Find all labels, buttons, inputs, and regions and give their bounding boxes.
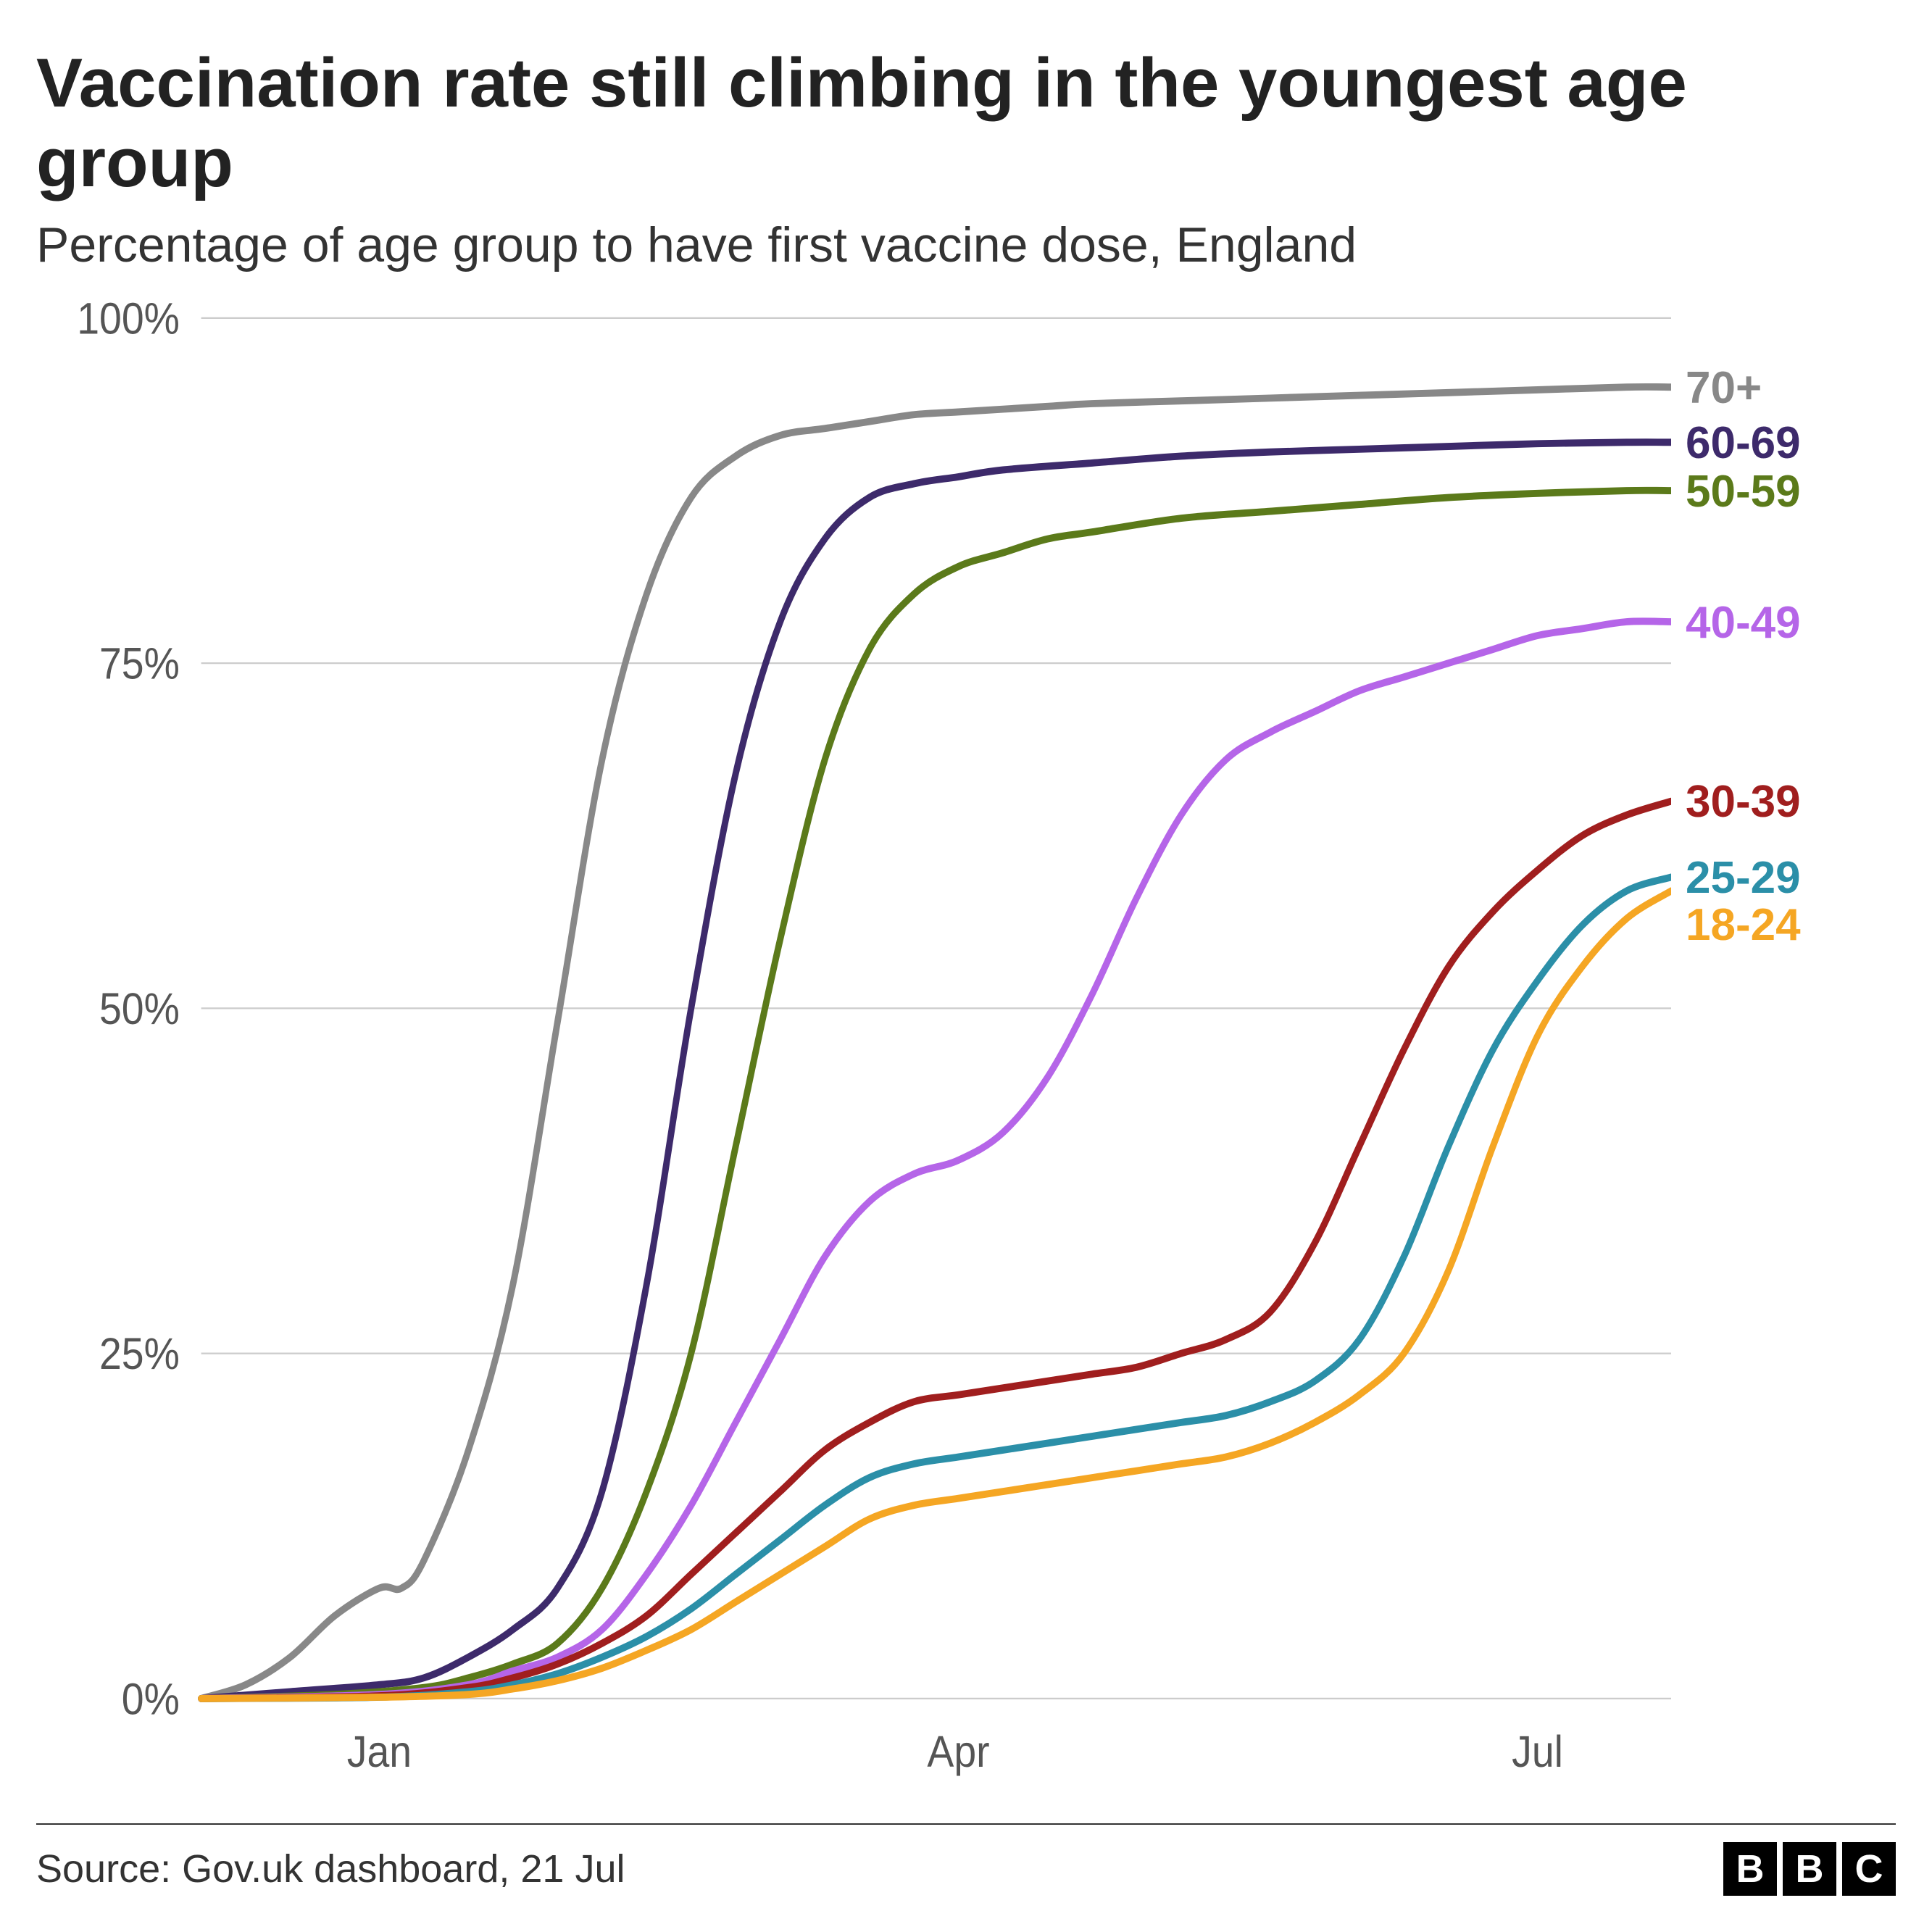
svg-text:75%: 75% (99, 639, 180, 688)
source-text: Source: Gov.uk dashboard, 21 Jul (36, 1846, 625, 1891)
line-chart-svg: 0% 25% 50% 75% 100% Jan Apr Jul (36, 302, 1671, 1802)
chart-subtitle: Percentage of age group to have first va… (36, 217, 1896, 273)
legend-label: 70+ (1686, 362, 1762, 414)
svg-text:Apr: Apr (927, 1727, 989, 1776)
legend-label: 18-24 (1686, 899, 1801, 951)
footer: Source: Gov.uk dashboard, 21 Jul BBC (36, 1823, 1896, 1896)
legend-label: 25-29 (1686, 852, 1801, 904)
bbc-logo: BBC (1723, 1842, 1896, 1896)
chart-title: Vaccination rate still climbing in the y… (36, 43, 1896, 204)
bbc-letter: B (1783, 1842, 1836, 1896)
bbc-letter: B (1723, 1842, 1777, 1896)
legend-label: 50-59 (1686, 466, 1801, 517)
chart-area: 0% 25% 50% 75% 100% Jan Apr Jul 70+60-6950-59 40… (36, 302, 1896, 1802)
svg-text:100%: 100% (77, 302, 180, 343)
svg-text:Jul: Jul (1512, 1727, 1563, 1776)
svg-text:0%: 0% (122, 1675, 180, 1724)
svg-text:Jan: Jan (347, 1727, 412, 1776)
legend: 70+60-6950-59 40-49 30-39 25-2918-24 (1671, 302, 1896, 1802)
legend-label: 30-39 (1686, 776, 1801, 828)
legend-label: 60-69 (1686, 417, 1801, 469)
svg-text:25%: 25% (99, 1329, 180, 1378)
legend-label: 40-49 (1686, 597, 1801, 649)
bbc-letter: C (1842, 1842, 1896, 1896)
svg-text:50%: 50% (99, 984, 180, 1033)
